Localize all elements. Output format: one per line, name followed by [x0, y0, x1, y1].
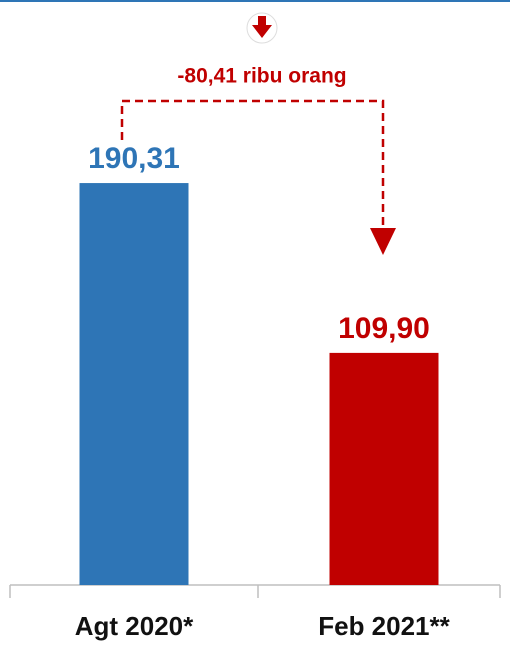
value-label: 109,90: [338, 312, 430, 345]
x-tick-label: Agt 2020*: [75, 611, 194, 641]
bar: [79, 183, 189, 585]
bar: [329, 352, 439, 585]
annotation: -80,41 ribu orang: [177, 65, 346, 88]
value-label: 190,31: [88, 142, 180, 175]
top-border: [0, 0, 510, 2]
x-axis: [9, 584, 501, 598]
x-tick-label: Feb 2021**: [318, 611, 450, 641]
change-arrow: [120, 99, 396, 255]
down-icon: [246, 12, 278, 44]
